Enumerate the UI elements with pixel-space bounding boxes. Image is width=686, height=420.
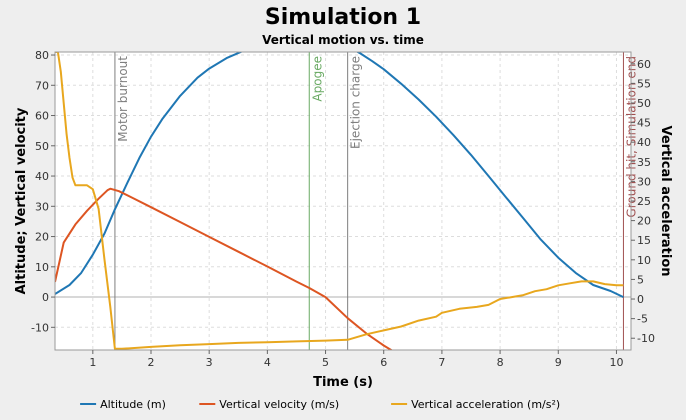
- y-left-tick-label: -10: [31, 321, 49, 334]
- y-right-tick-label: 40: [637, 136, 651, 149]
- x-tick-label: 5: [322, 356, 329, 369]
- legend-entry: Vertical acceleration (m/s²): [411, 398, 560, 411]
- y-left-tick-label: 30: [35, 200, 49, 213]
- y-left-axis-ticks: -10 0 10 20 30 40 50 60 70 80: [31, 49, 55, 334]
- chart-title: Simulation 1: [265, 5, 421, 30]
- x-tick-label: 10: [609, 356, 623, 369]
- x-tick-label: 2: [148, 356, 155, 369]
- legend-entry: Vertical velocity (m/s): [219, 398, 339, 411]
- event-label: Ejection charge: [349, 56, 363, 149]
- y-left-tick-label: 60: [35, 110, 49, 123]
- y-right-tick-label: 30: [637, 175, 651, 188]
- y-right-tick-label: 15: [637, 234, 651, 247]
- y-right-tick-label: 20: [637, 215, 651, 228]
- legend: Altitude (m) Vertical velocity (m/s) Verti…: [80, 398, 560, 411]
- x-axis-ticks: 1 2 3 4 5 6 7 8 9 10: [89, 350, 623, 369]
- y-right-axis-label: Vertical acceleration: [658, 125, 673, 276]
- legend-entry: Altitude (m): [100, 398, 166, 411]
- y-left-tick-label: 0: [42, 291, 49, 304]
- x-tick-label: 3: [206, 356, 213, 369]
- event-label: Motor burnout: [116, 56, 130, 142]
- y-right-tick-label: -10: [637, 332, 655, 345]
- x-tick-label: 8: [497, 356, 504, 369]
- plot-area: [55, 52, 631, 350]
- x-axis-label: Time (s): [313, 375, 373, 390]
- y-left-tick-label: 50: [35, 140, 49, 153]
- y-right-tick-label: 25: [637, 195, 651, 208]
- series-line: [55, 187, 394, 350]
- x-tick-label: 1: [89, 356, 96, 369]
- y-left-axis-label: Altitude; Vertical velocity: [14, 107, 29, 294]
- series-line: [55, 52, 624, 350]
- y-right-tick-label: 60: [637, 58, 651, 71]
- x-tick-label: 6: [380, 356, 387, 369]
- y-right-tick-label: -5: [637, 313, 648, 326]
- y-left-tick-label: 80: [35, 49, 49, 62]
- x-tick-label: 7: [438, 356, 445, 369]
- y-right-tick-label: 0: [637, 293, 644, 306]
- grid: [55, 52, 631, 350]
- event-label: Apogee: [310, 56, 324, 102]
- y-right-tick-label: 55: [637, 77, 651, 90]
- y-right-tick-label: 10: [637, 254, 651, 267]
- y-right-tick-label: 35: [637, 156, 651, 169]
- y-right-tick-label: 50: [637, 97, 651, 110]
- chart-subtitle: Vertical motion vs. time: [262, 33, 424, 47]
- y-right-axis-ticks: -10 -5 0 5 10 15 20 25 30 35 40 45 50 55 60: [631, 58, 655, 345]
- y-left-tick-label: 10: [35, 261, 49, 274]
- x-tick-label: 4: [264, 356, 271, 369]
- y-left-tick-label: 40: [35, 170, 49, 183]
- y-left-tick-label: 20: [35, 231, 49, 244]
- series-line: [55, 52, 624, 299]
- y-right-tick-label: 5: [637, 273, 644, 286]
- x-tick-label: 9: [555, 356, 562, 369]
- y-left-tick-label: 70: [35, 79, 49, 92]
- series-lines: [55, 52, 624, 350]
- y-right-tick-label: 45: [637, 117, 651, 130]
